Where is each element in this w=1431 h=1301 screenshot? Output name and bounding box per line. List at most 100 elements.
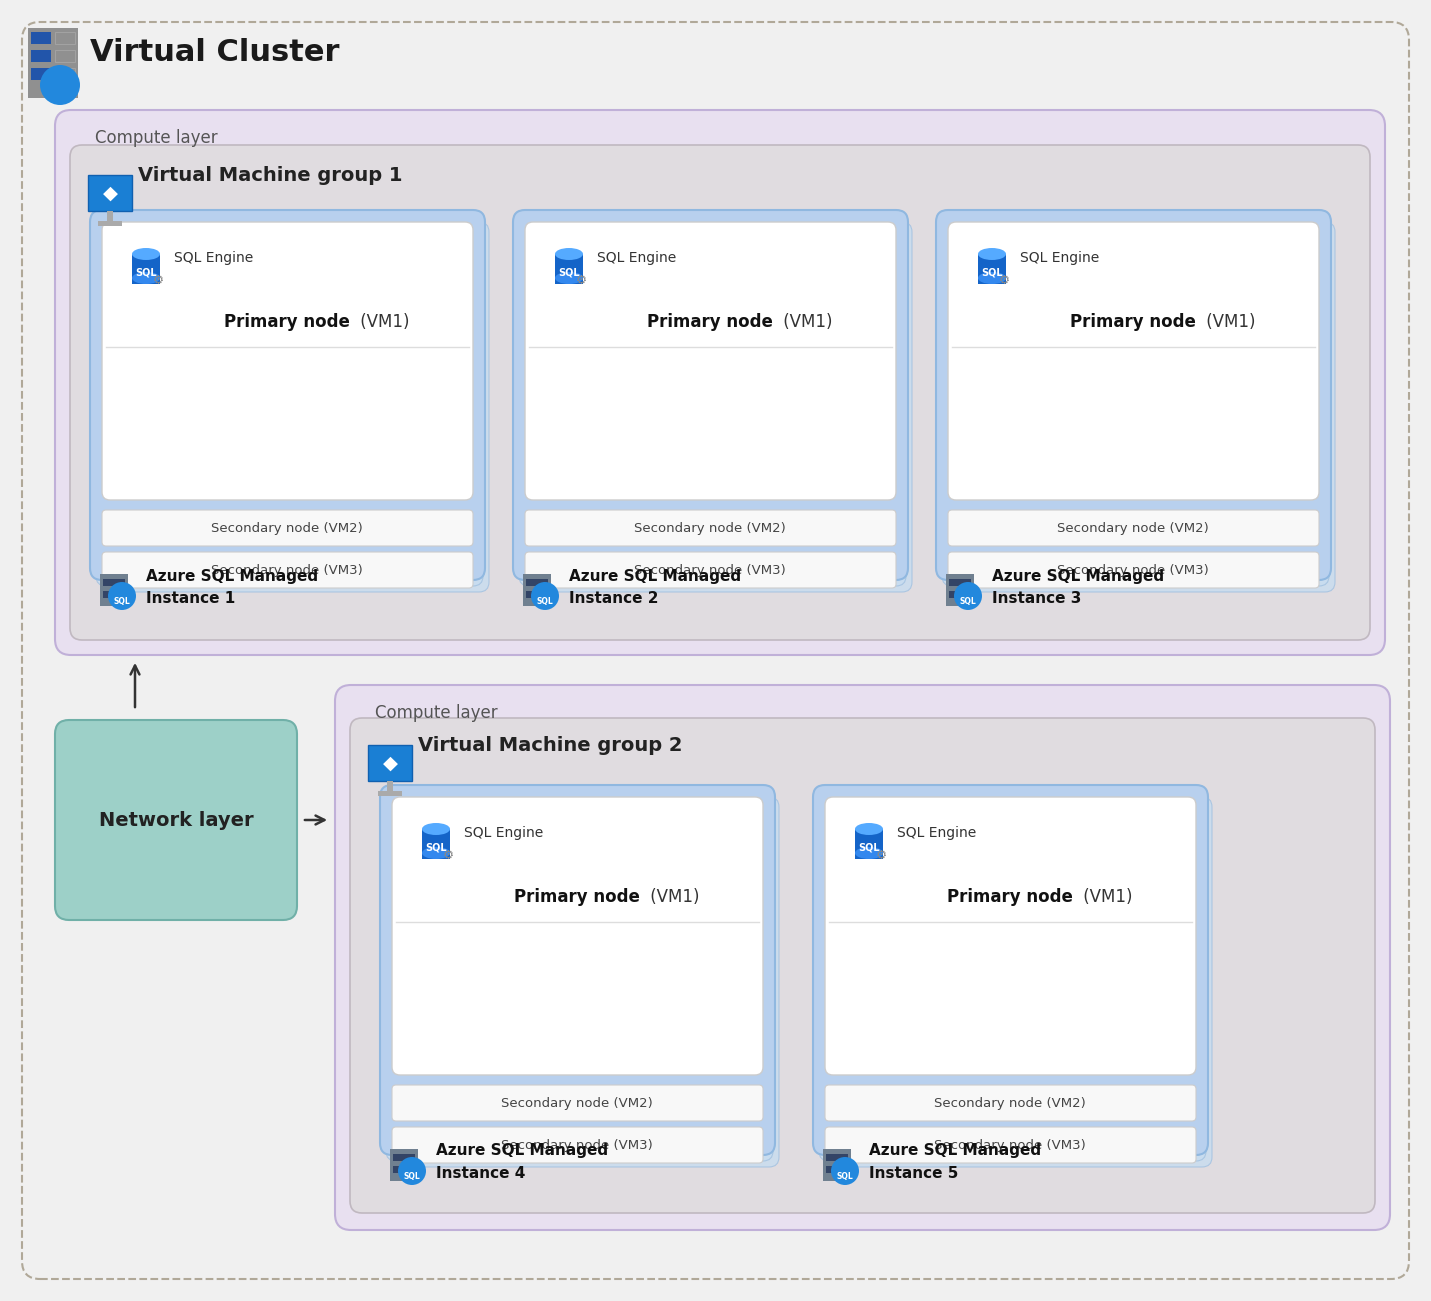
- FancyBboxPatch shape: [525, 510, 896, 546]
- FancyBboxPatch shape: [386, 791, 773, 1160]
- FancyBboxPatch shape: [525, 222, 896, 500]
- Bar: [31, 49, 52, 62]
- FancyBboxPatch shape: [102, 510, 474, 546]
- Text: Virtual Machine group 2: Virtual Machine group 2: [418, 735, 683, 755]
- Ellipse shape: [854, 847, 883, 859]
- FancyBboxPatch shape: [519, 216, 906, 585]
- Text: Azure SQL Managed: Azure SQL Managed: [570, 569, 741, 584]
- Text: SQL Engine: SQL Engine: [464, 826, 544, 840]
- Circle shape: [531, 582, 560, 610]
- Text: Instance 2: Instance 2: [570, 591, 658, 605]
- Bar: [368, 745, 412, 781]
- Text: SQL: SQL: [859, 842, 880, 852]
- Text: ◆: ◆: [382, 753, 398, 773]
- Bar: [378, 791, 402, 796]
- FancyBboxPatch shape: [942, 216, 1329, 585]
- Bar: [54, 68, 74, 79]
- Text: SQL Engine: SQL Engine: [175, 251, 253, 265]
- Bar: [394, 1154, 415, 1160]
- Bar: [103, 579, 124, 585]
- Ellipse shape: [854, 824, 883, 835]
- FancyBboxPatch shape: [21, 22, 1410, 1279]
- Bar: [422, 829, 449, 859]
- FancyBboxPatch shape: [826, 798, 1212, 1167]
- FancyBboxPatch shape: [819, 791, 1206, 1160]
- Text: ⚙: ⚙: [876, 848, 887, 861]
- Bar: [386, 781, 394, 791]
- FancyBboxPatch shape: [947, 552, 1319, 588]
- Bar: [31, 68, 52, 79]
- FancyBboxPatch shape: [826, 1085, 1196, 1121]
- FancyBboxPatch shape: [90, 209, 485, 580]
- Text: Instance 1: Instance 1: [146, 591, 235, 605]
- FancyBboxPatch shape: [947, 510, 1319, 546]
- Text: SQL: SQL: [425, 842, 446, 852]
- Text: SQL: SQL: [113, 596, 130, 605]
- FancyBboxPatch shape: [335, 686, 1390, 1229]
- Bar: [826, 1166, 849, 1174]
- FancyBboxPatch shape: [826, 1127, 1196, 1163]
- Bar: [132, 254, 160, 284]
- FancyBboxPatch shape: [70, 144, 1369, 640]
- Bar: [946, 574, 975, 606]
- Bar: [522, 574, 551, 606]
- Text: SQL Engine: SQL Engine: [597, 251, 677, 265]
- Bar: [826, 1154, 849, 1160]
- Bar: [527, 591, 548, 598]
- Text: Secondary node (VM3): Secondary node (VM3): [634, 563, 786, 576]
- Ellipse shape: [422, 824, 449, 835]
- Bar: [391, 1149, 418, 1181]
- Text: Secondary node (VM2): Secondary node (VM2): [212, 522, 363, 535]
- Ellipse shape: [555, 272, 582, 284]
- Text: Primary node: Primary node: [947, 889, 1073, 905]
- Text: (VM1): (VM1): [1078, 889, 1132, 905]
- Text: Network layer: Network layer: [99, 811, 253, 830]
- Text: Secondary node (VM2): Secondary node (VM2): [501, 1097, 653, 1110]
- Text: Secondary node (VM3): Secondary node (VM3): [212, 563, 363, 576]
- FancyBboxPatch shape: [392, 798, 778, 1167]
- Text: Compute layer: Compute layer: [94, 129, 218, 147]
- Text: ⚙: ⚙: [575, 273, 587, 286]
- Text: Azure SQL Managed: Azure SQL Managed: [436, 1144, 608, 1158]
- FancyBboxPatch shape: [102, 222, 474, 500]
- Text: Secondary node (VM3): Secondary node (VM3): [934, 1138, 1086, 1151]
- Text: ⚙: ⚙: [999, 273, 1010, 286]
- Bar: [949, 591, 972, 598]
- Text: Secondary node (VM3): Secondary node (VM3): [501, 1138, 653, 1151]
- Ellipse shape: [132, 248, 160, 260]
- Text: Primary node: Primary node: [647, 314, 773, 330]
- Bar: [97, 221, 122, 226]
- Bar: [87, 176, 132, 211]
- Text: SQL Engine: SQL Engine: [1020, 251, 1099, 265]
- Text: SQL: SQL: [558, 267, 580, 277]
- FancyBboxPatch shape: [525, 222, 912, 592]
- FancyBboxPatch shape: [826, 798, 1196, 1075]
- Text: SQL: SQL: [960, 596, 976, 605]
- Text: (VM1): (VM1): [1201, 314, 1255, 330]
- Text: Azure SQL Managed: Azure SQL Managed: [992, 569, 1165, 584]
- FancyBboxPatch shape: [102, 222, 489, 592]
- Text: SQL: SQL: [404, 1171, 421, 1180]
- Text: (VM1): (VM1): [778, 314, 833, 330]
- Text: Azure SQL Managed: Azure SQL Managed: [146, 569, 318, 584]
- Circle shape: [954, 582, 982, 610]
- Text: Azure SQL Managed: Azure SQL Managed: [869, 1144, 1042, 1158]
- Bar: [29, 29, 79, 98]
- FancyBboxPatch shape: [392, 1127, 763, 1163]
- Text: SQL Engine: SQL Engine: [897, 826, 976, 840]
- Bar: [54, 33, 74, 44]
- Text: (VM1): (VM1): [355, 314, 409, 330]
- Bar: [107, 211, 113, 221]
- Text: SQL: SQL: [982, 267, 1003, 277]
- Bar: [527, 579, 548, 585]
- Bar: [977, 254, 1006, 284]
- Ellipse shape: [977, 272, 1006, 284]
- Text: Secondary node (VM2): Secondary node (VM2): [634, 522, 786, 535]
- Text: Instance 5: Instance 5: [869, 1166, 959, 1180]
- FancyBboxPatch shape: [96, 216, 484, 585]
- Ellipse shape: [555, 248, 582, 260]
- Text: Virtual Cluster: Virtual Cluster: [90, 38, 339, 66]
- Text: ◆: ◆: [103, 183, 117, 203]
- FancyBboxPatch shape: [54, 111, 1385, 654]
- Circle shape: [831, 1157, 859, 1185]
